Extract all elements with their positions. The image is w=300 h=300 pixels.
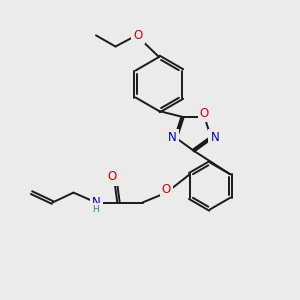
Text: N: N bbox=[92, 196, 100, 209]
Text: O: O bbox=[107, 170, 116, 184]
Text: H: H bbox=[92, 205, 99, 214]
Text: O: O bbox=[134, 29, 142, 42]
Text: N: N bbox=[168, 131, 177, 144]
Text: O: O bbox=[200, 107, 209, 120]
Text: N: N bbox=[210, 131, 219, 144]
Text: O: O bbox=[162, 183, 171, 196]
